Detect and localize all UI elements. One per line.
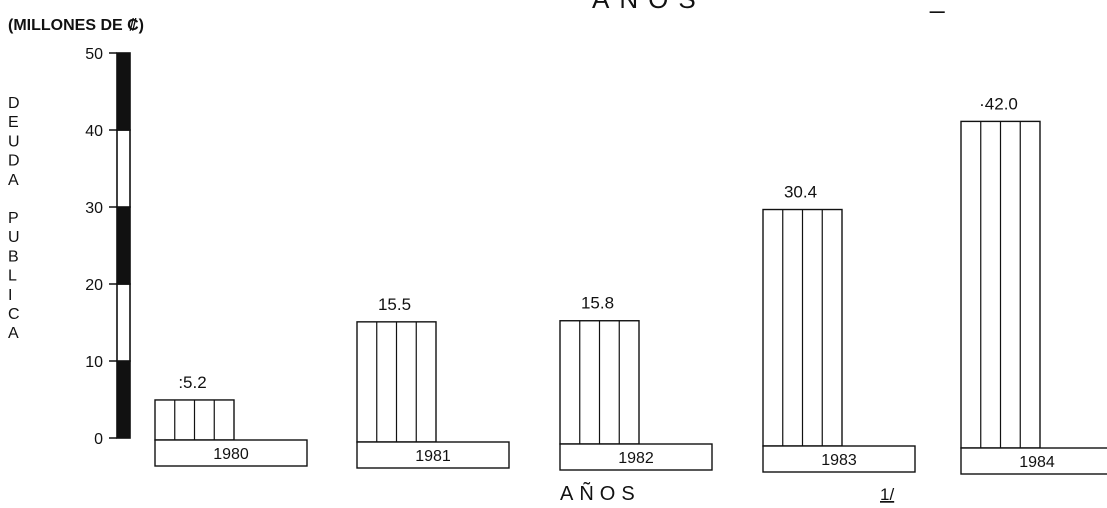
- y-axis-segment: [116, 129, 131, 208]
- category-plate-1981: [356, 441, 510, 469]
- y-tick-label: 20: [85, 277, 103, 294]
- y-axis-segment: [116, 52, 131, 131]
- x-tick-label: 1983: [821, 452, 857, 469]
- data-label: 15.8: [581, 294, 614, 313]
- y-axis-title-letter: A: [8, 172, 19, 189]
- bar-series: 1980 :5.2 1981 15.5 1982 15.8 1983 30.4 1984 ·42.…: [154, 94, 1107, 475]
- category-plate-1980: [154, 439, 308, 467]
- category-plate-1982: [559, 443, 713, 471]
- y-axis-title-letter: A: [8, 325, 19, 342]
- x-tick-label: 1984: [1019, 454, 1055, 471]
- y-axis: [116, 52, 131, 439]
- y-tick-label: 0: [94, 431, 103, 448]
- y-axis-title-letter: U: [8, 229, 20, 246]
- footnote-mark: 1/: [880, 485, 894, 504]
- category-plate-1984: [960, 447, 1107, 475]
- y-axis-segment: [116, 360, 131, 439]
- x-tick-label: 1982: [618, 450, 654, 467]
- y-axis-title-letter: D: [8, 95, 20, 112]
- data-label: 30.4: [784, 183, 817, 202]
- y-axis-segment: [116, 206, 131, 285]
- y-axis-title-letter: U: [8, 133, 20, 150]
- data-label: :5.2: [178, 373, 206, 392]
- y-axis-title-letter: I: [8, 287, 12, 304]
- top-title-fragment: AÑOS: [592, 0, 706, 14]
- units-label: (MILLONES DE ₡): [8, 17, 144, 34]
- x-tick-label: 1981: [415, 448, 451, 465]
- top-title-mark: _: [929, 0, 954, 14]
- y-axis-title-letter: L: [8, 268, 17, 285]
- category-plate-1983: [762, 445, 916, 473]
- y-axis-title-letter: B: [8, 248, 19, 265]
- y-tick-label: 40: [85, 123, 103, 140]
- y-tick-label: 50: [85, 46, 103, 63]
- y-tick-label: 10: [85, 354, 103, 371]
- y-axis-title-letter: C: [8, 306, 20, 323]
- x-axis-title: AÑOS: [560, 481, 641, 505]
- y-axis-title-letter: D: [8, 153, 20, 170]
- y-axis-ticks: 0 10 20 30 40 50: [85, 46, 117, 448]
- y-tick-label: 30: [85, 200, 103, 217]
- y-axis-title-letter: E: [8, 114, 19, 131]
- data-label: ·42.0: [979, 94, 1018, 113]
- x-tick-label: 1980: [213, 446, 249, 463]
- y-axis-title-letter: P: [8, 210, 19, 227]
- data-label: 15.5: [378, 295, 411, 314]
- y-axis-segment: [116, 283, 131, 362]
